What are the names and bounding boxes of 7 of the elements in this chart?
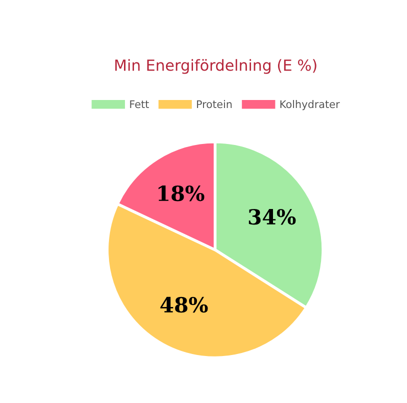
chart-title: Min Energifördelning (E %)	[115, 59, 316, 74]
legend-label: Fett	[130, 100, 149, 108]
data-label: 18%	[158, 185, 204, 202]
legend-label: Protein	[197, 100, 232, 108]
data-label: 34%	[248, 208, 296, 225]
legend-label: Kolhydrater	[280, 100, 340, 110]
data-label: 48%	[160, 296, 208, 313]
